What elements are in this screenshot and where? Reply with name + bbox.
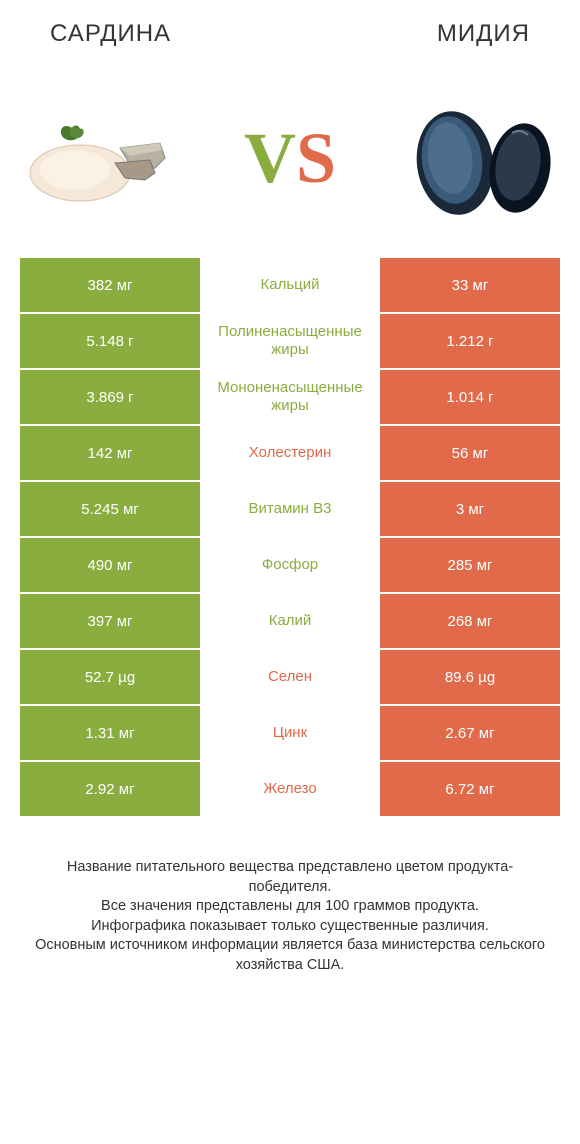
title-right: МИДИЯ: [437, 20, 530, 48]
table-row: 397 мгКалий268 мг: [20, 594, 560, 648]
value-right: 89.6 µg: [380, 650, 560, 704]
nutrient-label: Холестерин: [200, 426, 380, 480]
value-right: 2.67 мг: [380, 706, 560, 760]
vs-label: VS: [244, 117, 336, 200]
footer-line: Название питательного вещества представл…: [30, 858, 550, 897]
value-left: 1.31 мг: [20, 706, 200, 760]
value-right: 285 мг: [380, 538, 560, 592]
value-right: 33 мг: [380, 258, 560, 312]
value-right: 268 мг: [380, 594, 560, 648]
nutrient-label: Кальций: [200, 258, 380, 312]
value-left: 490 мг: [20, 538, 200, 592]
nutrient-label: Мононенасыщенные жиры: [200, 370, 380, 424]
vs-s: S: [296, 118, 336, 198]
table-row: 382 мгКальций33 мг: [20, 258, 560, 312]
footer-line: Инфографика показывает только существенн…: [30, 917, 550, 937]
value-left: 3.869 г: [20, 370, 200, 424]
footer-line: Все значения представлены для 100 граммо…: [30, 897, 550, 917]
table-row: 3.869 гМононенасыщенные жиры1.014 г: [20, 370, 560, 424]
value-left: 142 мг: [20, 426, 200, 480]
table-row: 52.7 µgСелен89.6 µg: [20, 650, 560, 704]
value-left: 397 мг: [20, 594, 200, 648]
vs-v: V: [244, 118, 296, 198]
value-right: 3 мг: [380, 482, 560, 536]
value-right: 1.212 г: [380, 314, 560, 368]
footer-line: Основным источником информации является …: [30, 936, 550, 975]
nutrient-label: Селен: [200, 650, 380, 704]
value-left: 5.148 г: [20, 314, 200, 368]
hero-row: VS: [0, 58, 580, 258]
table-row: 2.92 мгЖелезо6.72 мг: [20, 762, 560, 816]
value-right: 56 мг: [380, 426, 560, 480]
value-left: 52.7 µg: [20, 650, 200, 704]
value-left: 2.92 мг: [20, 762, 200, 816]
value-right: 6.72 мг: [380, 762, 560, 816]
table-row: 5.148 гПолиненасыщенные жиры1.212 г: [20, 314, 560, 368]
nutrient-label: Железо: [200, 762, 380, 816]
value-left: 382 мг: [20, 258, 200, 312]
header: САРДИНА МИДИЯ: [0, 0, 580, 58]
nutrient-label: Цинк: [200, 706, 380, 760]
mussel-image: [400, 93, 560, 223]
table-row: 142 мгХолестерин56 мг: [20, 426, 560, 480]
nutrient-label: Калий: [200, 594, 380, 648]
table-row: 5.245 мгВитамин B33 мг: [20, 482, 560, 536]
nutrient-label: Фосфор: [200, 538, 380, 592]
footer-notes: Название питательного вещества представл…: [0, 818, 580, 995]
nutrient-label: Витамин B3: [200, 482, 380, 536]
title-left: САРДИНА: [50, 20, 171, 48]
sardine-image: [20, 93, 180, 223]
table-row: 490 мгФосфор285 мг: [20, 538, 560, 592]
table-row: 1.31 мгЦинк2.67 мг: [20, 706, 560, 760]
nutrient-label: Полиненасыщенные жиры: [200, 314, 380, 368]
value-left: 5.245 мг: [20, 482, 200, 536]
value-right: 1.014 г: [380, 370, 560, 424]
comparison-table: 382 мгКальций33 мг5.148 гПолиненасыщенны…: [0, 258, 580, 816]
